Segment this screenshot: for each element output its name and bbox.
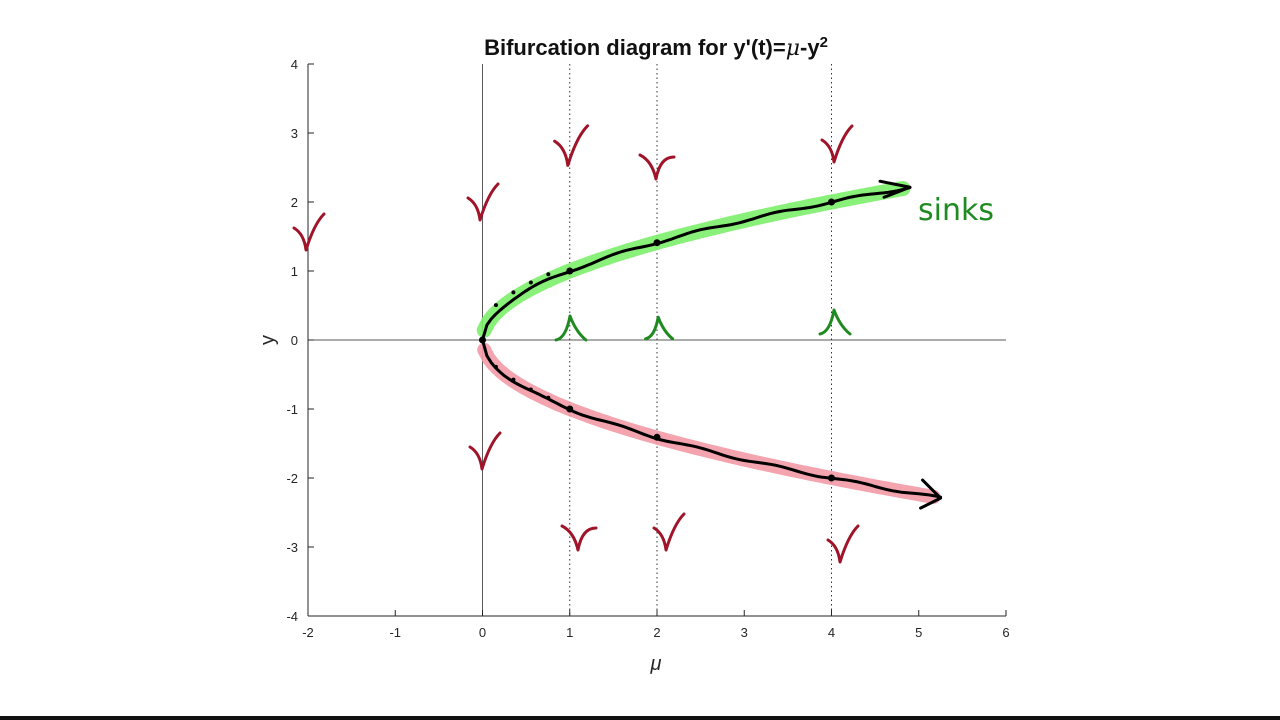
sketch-dot-lower	[528, 387, 533, 392]
red-check-mark-1	[466, 182, 500, 222]
y-tick-label: 2	[291, 195, 298, 210]
x-tick-label: -1	[389, 625, 401, 640]
stable-branch-highlight	[476, 181, 911, 338]
unstable-branch-highlight	[477, 342, 941, 504]
green-peak-mark-0	[554, 314, 588, 342]
sketch-dot-upper	[528, 280, 533, 285]
red-check-mark-7	[652, 512, 686, 552]
data-point-6	[828, 474, 835, 482]
red-check-mark-4	[820, 124, 854, 164]
x-axis-label: μ	[650, 653, 662, 675]
sinks-annotation: sinks	[918, 193, 994, 228]
y-tick-label: -2	[286, 471, 298, 486]
green-peak-mark-2	[818, 308, 852, 336]
bottom-bar	[0, 716, 1280, 720]
x-tick-label: 6	[1002, 625, 1009, 640]
data-point-0	[479, 336, 486, 344]
x-tick-label: 2	[653, 625, 660, 640]
data-point-3	[828, 198, 835, 206]
red-check-mark-5	[468, 431, 502, 471]
y-axis-label: y	[257, 335, 279, 345]
sketch-dot-lower	[511, 377, 516, 382]
y-tick-label: 3	[291, 126, 298, 141]
data-point-5	[653, 433, 661, 441]
red-check-mark-2	[553, 124, 590, 167]
upper-arrow-head	[878, 179, 912, 199]
red-check-mark-6	[560, 524, 598, 552]
green-peak-mark-1	[644, 315, 675, 341]
data-point-1	[566, 267, 574, 275]
data-point-4	[566, 405, 574, 413]
y-tick-label: -1	[286, 402, 298, 417]
red-check-mark-3	[638, 153, 676, 181]
sketch-dot-upper	[511, 290, 516, 295]
handwritten-marks-layer	[292, 124, 860, 564]
axes-layer: -2 -1 0 1 2 3 4 5 6 -4 -3 -2 -1 0 1 2 3 4	[286, 57, 1009, 640]
y-tick-label: 0	[291, 333, 298, 348]
y-tick-label: 1	[291, 264, 298, 279]
lower-branch-curve	[481, 338, 943, 499]
x-tick-label: 1	[566, 625, 573, 640]
lower-arrow-head	[919, 478, 943, 510]
sketch-dot-upper	[546, 272, 551, 277]
red-check-mark-8	[826, 524, 860, 564]
points-layer	[479, 198, 835, 482]
upper-branch-curve	[481, 186, 912, 342]
sketch-dot-lower	[546, 395, 551, 400]
chart-title: Bifurcation diagram for y'(t)=μ-y2	[484, 34, 828, 62]
x-tick-label: 3	[741, 625, 748, 640]
y-tick-label: 4	[291, 57, 298, 72]
x-tick-label: -2	[302, 625, 314, 640]
red-check-mark-0	[292, 212, 326, 252]
data-point-2	[653, 239, 661, 247]
x-tick-label: 0	[479, 625, 486, 640]
y-tick-label: -3	[286, 540, 298, 555]
sketch-dot-lower	[493, 364, 498, 369]
y-tick-label: -4	[286, 609, 298, 624]
curves-layer	[481, 179, 943, 510]
x-tick-label: 5	[915, 625, 922, 640]
sketch-dot-upper	[493, 303, 498, 308]
x-tick-label: 4	[828, 625, 835, 640]
